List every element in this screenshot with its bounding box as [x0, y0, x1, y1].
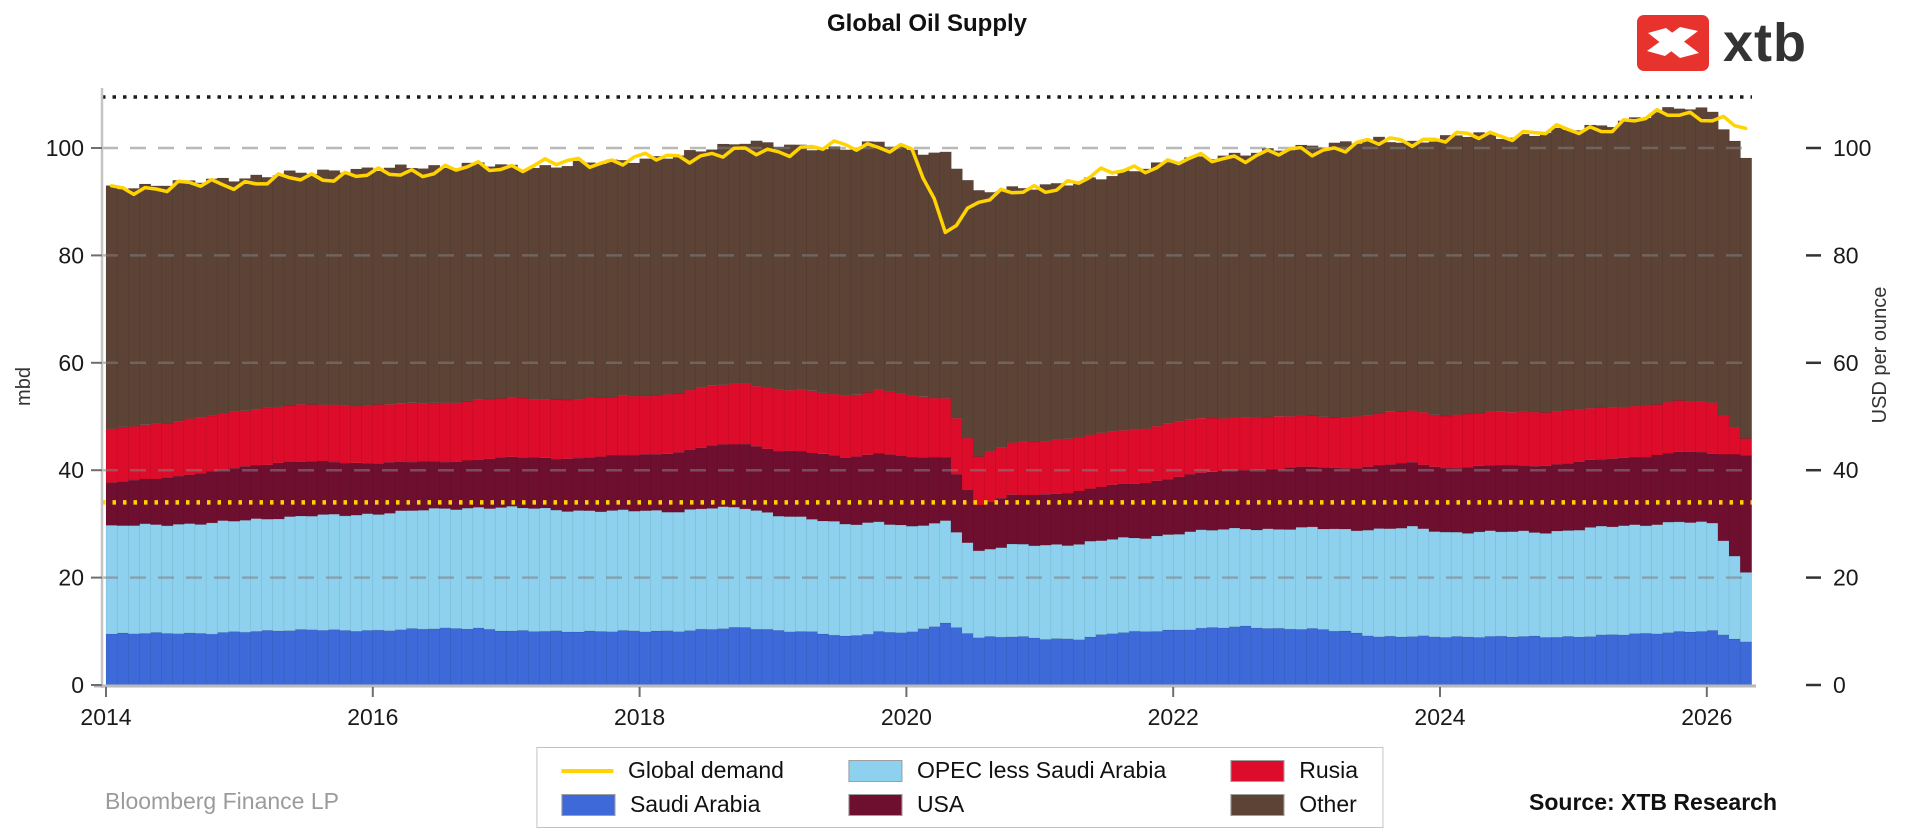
legend-item-other: Other	[1230, 791, 1358, 818]
legend-item-usa: USA	[847, 791, 1166, 818]
legend-label: Rusia	[1299, 757, 1359, 783]
gridlines	[102, 146, 1752, 579]
y-left-tick-label: 80	[58, 242, 84, 268]
y-left-tick-label: 40	[58, 457, 84, 483]
y-left-tick-label: 20	[58, 565, 84, 591]
xtb-logo: xtb	[1636, 14, 1807, 72]
legend-swatch	[847, 759, 902, 782]
x-tick-label: 2016	[347, 704, 398, 730]
legend-item-opec-less-saudi-arabia: OPEC less Saudi Arabia	[847, 757, 1167, 784]
legend-label: Global demand	[627, 757, 784, 783]
source-credit-caption: Source: XTB Research	[1529, 789, 1777, 815]
x-tick-label: 2018	[614, 704, 665, 730]
y-left-tick-label: 100	[46, 135, 84, 161]
legend-item-rusia: Rusia	[1230, 757, 1358, 784]
series-rusia	[105, 383, 1752, 506]
legend-item-saudi-arabia: Saudi Arabia	[560, 791, 784, 818]
x-tick-label: 2026	[1681, 704, 1732, 730]
y-right-tick-label: 0	[1833, 672, 1846, 698]
legend-label: OPEC less Saudi Arabia	[916, 757, 1167, 783]
y-right-tick-label: 20	[1833, 565, 1859, 591]
y-right-tick-label: 80	[1833, 242, 1859, 268]
legend-swatch	[847, 793, 902, 816]
supply-stacked-bars	[105, 106, 1752, 686]
legend-label: USA	[916, 791, 965, 817]
global-demand-line	[109, 107, 1748, 235]
series-other	[105, 106, 1752, 457]
xtb-logo-icon	[1637, 15, 1709, 71]
legend-label: Other	[1299, 791, 1357, 817]
x-tick-label: 2014	[80, 704, 131, 730]
data-source-caption: Bloomberg Finance LP	[105, 788, 339, 814]
y-right-tick-label: 40	[1833, 457, 1859, 483]
page-title: Global Oil Supply	[826, 10, 1027, 37]
y-right-tick-label: 60	[1833, 350, 1859, 376]
x-tick-label: 2022	[1148, 704, 1199, 730]
legend-swatch	[560, 793, 615, 816]
x-tick-label: 2020	[881, 704, 932, 730]
y-axis-title-right: USD per ounce	[1869, 287, 1891, 424]
xtb-logo-text: xtb	[1723, 13, 1807, 73]
y-left-tick-label: 60	[58, 350, 84, 376]
y-right-tick-label: 100	[1833, 135, 1871, 161]
y-left-tick-label: 0	[71, 672, 84, 698]
chart-legend: Global demand Saudi Arabia OPEC less Saudi…	[535, 747, 1384, 828]
series-usa	[105, 443, 1752, 573]
legend-swatch	[560, 768, 613, 773]
x-tick-label: 2024	[1414, 704, 1465, 730]
y-axis-title-left: mbd	[13, 367, 35, 406]
legend-item-global-demand: Global demand	[560, 757, 784, 784]
legend-swatch	[1230, 793, 1285, 816]
legend-label: Saudi Arabia	[629, 791, 761, 817]
series-opec-less-saudi-arabia	[105, 505, 1752, 643]
legend-swatch	[1230, 759, 1285, 782]
